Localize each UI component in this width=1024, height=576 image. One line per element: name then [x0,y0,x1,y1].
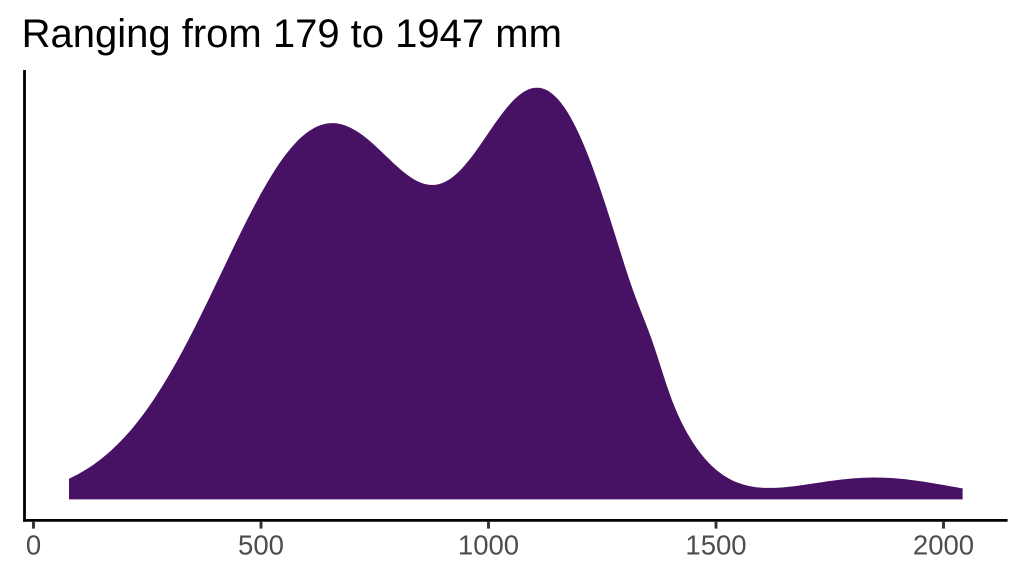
svg-text:1000: 1000 [458,530,519,561]
svg-text:0: 0 [26,530,41,561]
svg-text:500: 500 [238,530,284,561]
svg-text:Ranging from 179 to 1947 mm: Ranging from 179 to 1947 mm [22,12,562,56]
svg-text:2000: 2000 [913,530,974,561]
svg-text:1500: 1500 [685,530,746,561]
